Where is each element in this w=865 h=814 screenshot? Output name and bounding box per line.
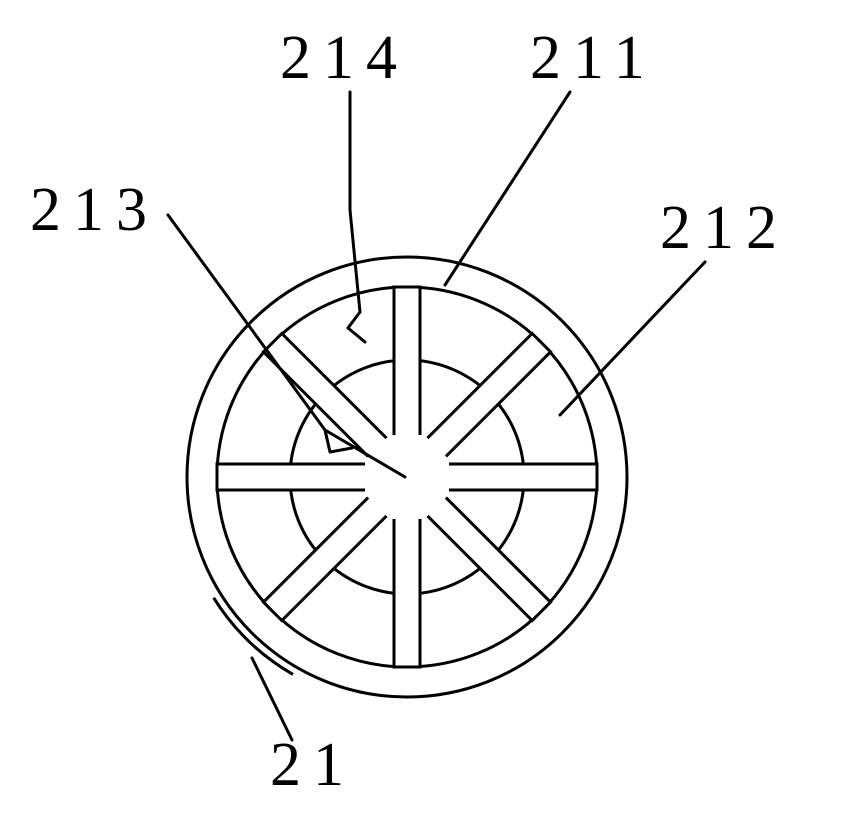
spoke-fill [217,464,365,490]
leader-line [560,262,705,415]
ref-label-214: 214 [280,24,409,92]
spoke-fill [263,333,386,456]
leader-hook [348,312,365,342]
ref-label-213: 213 [30,176,159,244]
spoke-fill [449,464,597,490]
leader-line [445,92,570,285]
spoke-fill [394,287,420,435]
spoke-fill [428,498,551,621]
spoke-fill [428,333,551,456]
ref-label-21: 21 [270,731,356,799]
ref-label-212: 212 [660,194,789,262]
spoke-fill [394,519,420,667]
ref-label-211: 211 [530,24,657,92]
leader-line [350,92,360,312]
spoke-fill [263,498,386,621]
